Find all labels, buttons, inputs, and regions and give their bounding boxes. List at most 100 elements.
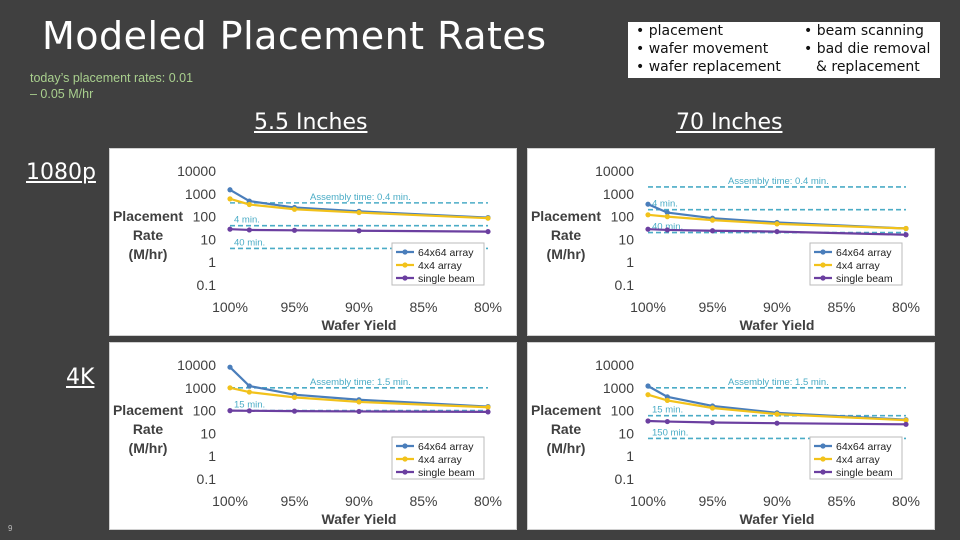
legend-marker: [402, 262, 408, 268]
y-tick-label: 0.1: [615, 277, 635, 293]
y-tick-label: 0.1: [197, 471, 217, 487]
data-point: [774, 221, 780, 227]
x-tick-label: 95%: [698, 299, 726, 315]
slide-title: Modeled Placement Rates: [42, 14, 547, 58]
data-point: [903, 225, 909, 232]
y-axis-title: Placement: [531, 402, 601, 418]
y-tick-label: 10000: [595, 163, 634, 179]
x-tick-label: 90%: [345, 299, 373, 315]
current-rates-note: today’s placement rates: 0.01 – 0.05 M/h…: [30, 71, 194, 101]
legend-marker: [820, 456, 826, 462]
legend-label: single beam: [836, 467, 893, 479]
x-tick-label: 90%: [763, 299, 791, 315]
data-point: [227, 385, 233, 391]
y-tick-label: 0.1: [197, 277, 217, 293]
data-point: [709, 419, 716, 426]
data-point: [645, 383, 651, 389]
reference-label: 150 min.: [652, 427, 688, 438]
data-point: [903, 421, 909, 427]
bullet-box: • placement • wafer movement • wafer rep…: [628, 22, 940, 78]
legend-label: 64x64 array: [836, 441, 892, 453]
y-tick-label: 0.1: [615, 471, 635, 487]
y-tick-label: 10000: [177, 357, 216, 373]
data-point: [485, 409, 491, 415]
x-axis-title: Wafer Yield: [322, 511, 397, 527]
page-number: 9: [8, 524, 13, 533]
legend-marker: [402, 275, 408, 281]
data-point: [664, 397, 670, 404]
y-tick-label: 1: [208, 448, 216, 464]
y-axis-title: Rate: [133, 421, 164, 437]
data-point: [291, 227, 298, 233]
legend-label: 64x64 array: [418, 247, 474, 259]
legend-label: single beam: [418, 273, 475, 285]
data-point: [291, 394, 298, 400]
x-tick-label: 95%: [280, 493, 308, 509]
x-tick-label: 80%: [474, 299, 502, 315]
y-tick-label: 1: [626, 448, 634, 464]
data-point: [774, 411, 780, 417]
y-tick-label: 1: [626, 254, 634, 270]
legend-label: 4x4 array: [418, 454, 463, 466]
reference-label: Assembly time: 1.5 min.: [728, 377, 829, 388]
x-tick-label: 80%: [892, 493, 920, 509]
reference-label: Assembly time: 0.4 min.: [728, 176, 829, 187]
legend-label: single beam: [418, 467, 475, 479]
col-heading-5-5-inches: 5.5 Inches: [254, 110, 368, 135]
legend-label: 64x64 array: [418, 441, 474, 453]
y-axis-title: (M/hr): [547, 440, 586, 456]
row-label-4k: 4K: [66, 365, 95, 390]
reference-label: 40 min.: [652, 222, 683, 233]
legend-label: 4x4 array: [836, 260, 881, 272]
data-point: [356, 228, 362, 234]
legend-marker: [820, 262, 826, 268]
data-point: [709, 405, 716, 411]
data-point: [903, 232, 909, 238]
x-tick-label: 85%: [409, 493, 437, 509]
x-tick-label: 95%: [698, 493, 726, 509]
data-point: [246, 383, 252, 389]
col-heading-70-inches: 70 Inches: [676, 110, 783, 135]
x-tick-label: 100%: [212, 493, 248, 509]
data-point: [774, 420, 780, 426]
bullet-wafer-movement: • wafer movement: [636, 41, 769, 57]
reference-label: 4 min.: [234, 215, 260, 226]
legend-marker: [402, 456, 408, 462]
reference-label: 15 min.: [652, 405, 683, 416]
x-axis-title: Wafer Yield: [740, 511, 815, 527]
y-tick-label: 10: [618, 231, 634, 247]
y-tick-label: 100: [193, 209, 217, 225]
data-point: [291, 408, 298, 414]
bullet-wafer-replacement: • wafer replacement: [636, 59, 781, 75]
x-tick-label: 85%: [827, 493, 855, 509]
data-point: [903, 417, 909, 423]
data-point: [246, 389, 252, 395]
y-tick-label: 10: [200, 231, 216, 247]
legend-label: 4x4 array: [418, 260, 463, 272]
y-axis-title: (M/hr): [129, 440, 168, 456]
x-tick-label: 95%: [280, 299, 308, 315]
chart-4k-70in: 10000 1000 100 10 1 0.1 100% 95% 90% 85% 80% Wafer …: [528, 343, 934, 529]
data-point: [291, 206, 298, 212]
y-tick-label: 100: [611, 403, 635, 419]
data-point: [664, 418, 670, 425]
row-label-1080p: 1080p: [26, 160, 96, 185]
chart-1080p-5-5in: 10000 1000 100 10 1 0.1 100% 95% 90% 85% 80% Wafer …: [110, 149, 516, 335]
data-point: [664, 214, 670, 220]
data-point: [709, 217, 716, 223]
data-point: [664, 227, 670, 233]
data-point: [645, 392, 651, 398]
y-tick-label: 1000: [185, 186, 216, 202]
data-point: [356, 399, 362, 405]
reference-label: 4 min.: [652, 199, 678, 210]
bullet-replacement: & replacement: [816, 59, 920, 75]
reference-label: 40 min.: [234, 237, 265, 248]
data-point: [664, 209, 670, 216]
y-tick-label: 10000: [595, 357, 634, 373]
y-tick-label: 1000: [603, 186, 634, 202]
data-point: [227, 408, 233, 414]
legend-marker: [402, 443, 408, 449]
data-point: [246, 201, 252, 208]
data-point: [645, 418, 651, 424]
data-point: [356, 209, 362, 216]
